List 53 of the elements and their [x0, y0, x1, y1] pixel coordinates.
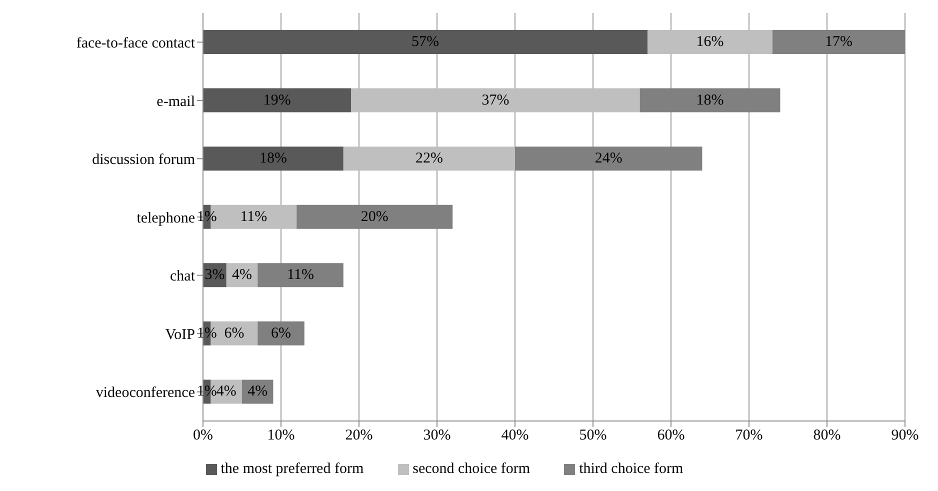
data-label: 24% [594, 150, 622, 167]
data-label: 4% [216, 384, 236, 400]
data-label: 11% [287, 267, 314, 284]
legend-label: second choice form [412, 461, 530, 477]
bar [258, 263, 344, 288]
data-label: 18% [696, 92, 724, 108]
bar [343, 146, 515, 171]
bar [351, 88, 640, 112]
bar [203, 88, 352, 112]
legend-label: the most preferred form [220, 461, 364, 477]
data-label: 1% [196, 384, 217, 400]
legend-label: third choice form [579, 461, 684, 477]
data-label: 1% [196, 325, 217, 342]
bar [258, 321, 304, 346]
data-label: 18% [259, 150, 287, 167]
data-label: 1% [196, 208, 217, 225]
x-tick-label: 30% [423, 428, 451, 444]
data-label: 20% [360, 208, 388, 225]
y-tick-label: e-mail [156, 94, 195, 110]
bar [515, 146, 702, 171]
bar [296, 204, 453, 229]
bar [203, 146, 344, 171]
x-tick-label: 50% [579, 428, 607, 444]
bar [772, 30, 905, 54]
y-tick-label: discussion forum [92, 152, 196, 168]
x-tick-label: 10% [267, 428, 295, 444]
data-label: 4% [232, 267, 252, 284]
data-label: 19% [263, 92, 291, 108]
data-label: 3% [204, 267, 225, 284]
x-tick-label: 70% [735, 428, 763, 444]
y-tick-label: VoIP [165, 326, 195, 343]
x-tick-label: 20% [345, 428, 373, 444]
data-label: 6% [271, 325, 291, 342]
bar [648, 30, 772, 54]
x-tick-label: 90% [891, 428, 919, 444]
y-tick-label: chat [170, 268, 196, 285]
bar [203, 30, 648, 54]
data-label: 37% [482, 92, 510, 108]
data-label: 17% [824, 34, 852, 50]
x-tick-label: 80% [813, 428, 841, 444]
data-label: 22% [415, 150, 443, 167]
data-label: 4% [248, 384, 268, 400]
y-tick-label: telephone [136, 210, 196, 226]
data-label: 6% [224, 325, 244, 342]
x-tick-label: 40% [501, 428, 529, 444]
y-tick-label: face-to-face contact [76, 35, 196, 52]
data-label: 57% [412, 34, 440, 50]
x-tick-label: 60% [657, 428, 685, 444]
x-tick-label: 0% [193, 428, 213, 444]
y-tick-label: videoconference [96, 385, 196, 402]
data-label: 11% [240, 208, 268, 225]
data-label: 16% [696, 34, 724, 50]
bar [640, 88, 780, 112]
